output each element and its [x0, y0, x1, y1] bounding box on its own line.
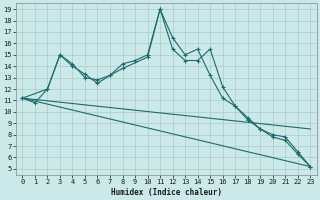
X-axis label: Humidex (Indice chaleur): Humidex (Indice chaleur) — [111, 188, 222, 197]
